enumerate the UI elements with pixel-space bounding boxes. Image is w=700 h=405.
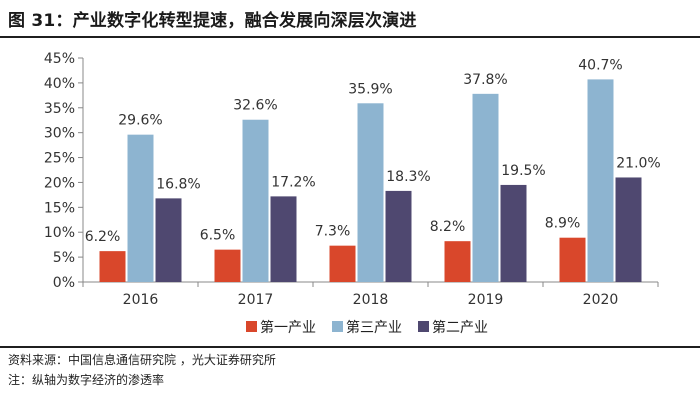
y-tick-label: 45% bbox=[44, 51, 75, 67]
x-tick-label: 2016 bbox=[123, 292, 159, 308]
data-label: 35.9% bbox=[348, 81, 392, 97]
y-tick-label: 40% bbox=[44, 76, 75, 92]
data-label: 21.0% bbox=[616, 155, 660, 171]
data-label: 19.5% bbox=[501, 163, 545, 179]
legend-label: 第一产业 bbox=[260, 319, 316, 336]
y-tick-label: 20% bbox=[44, 175, 75, 191]
bar-第二产业-2017 bbox=[270, 196, 297, 282]
data-label: 7.3% bbox=[315, 224, 351, 240]
data-label: 37.8% bbox=[463, 72, 507, 88]
bar-第三产业-2020 bbox=[587, 79, 614, 282]
data-label: 17.2% bbox=[271, 174, 315, 190]
x-tick-label: 2019 bbox=[468, 292, 504, 308]
bar-第二产业-2020 bbox=[615, 177, 642, 282]
bar-第一产业-2017 bbox=[214, 249, 241, 282]
bar-第一产业-2016 bbox=[99, 251, 126, 282]
x-tick-label: 2020 bbox=[583, 292, 619, 308]
y-tick-label: 25% bbox=[44, 151, 75, 167]
source-note: 资料来源：中国信息通信研究院 ，光大证券研究所 bbox=[8, 353, 276, 367]
y-tick-label: 35% bbox=[44, 101, 75, 117]
bar-第一产业-2018 bbox=[329, 245, 356, 282]
data-label: 8.9% bbox=[545, 216, 581, 232]
data-label: 6.5% bbox=[200, 228, 236, 244]
y-tick-label: 30% bbox=[44, 126, 75, 142]
legend-swatch bbox=[332, 321, 343, 332]
legend-label: 第二产业 bbox=[432, 319, 488, 336]
bar-第二产业-2016 bbox=[155, 198, 182, 282]
data-label: 40.7% bbox=[578, 57, 622, 73]
bar-第三产业-2017 bbox=[242, 119, 269, 282]
bar-第一产业-2019 bbox=[444, 241, 471, 282]
footnote: 注：纵轴为数字经济的渗透率 bbox=[8, 373, 165, 387]
bar-第三产业-2018 bbox=[357, 103, 384, 282]
legend-label: 第三产业 bbox=[346, 319, 402, 336]
y-tick-label: 0% bbox=[53, 275, 75, 291]
bar-第二产业-2019 bbox=[500, 184, 527, 282]
footer-rule bbox=[0, 346, 700, 348]
y-tick-label: 5% bbox=[53, 250, 75, 266]
data-label: 16.8% bbox=[156, 176, 200, 192]
bar-第三产业-2016 bbox=[127, 134, 154, 282]
legend-swatch bbox=[246, 321, 257, 332]
y-tick-label: 15% bbox=[44, 200, 75, 216]
data-label: 18.3% bbox=[386, 169, 430, 185]
bar-第一产业-2020 bbox=[559, 237, 586, 282]
data-label: 29.6% bbox=[118, 113, 162, 129]
data-label: 32.6% bbox=[233, 98, 277, 114]
x-tick-label: 2017 bbox=[238, 292, 274, 308]
y-tick-label: 10% bbox=[44, 225, 75, 241]
data-label: 8.2% bbox=[430, 219, 466, 235]
x-tick-label: 2018 bbox=[353, 292, 389, 308]
bar-第三产业-2019 bbox=[472, 93, 499, 282]
chart-title: 图 31：产业数字化转型提速，融合发展向深层次演进 bbox=[8, 11, 417, 31]
data-label: 6.2% bbox=[85, 229, 121, 245]
title-rule bbox=[0, 36, 700, 38]
legend-swatch bbox=[418, 321, 429, 332]
bar-第二产业-2018 bbox=[385, 190, 412, 282]
